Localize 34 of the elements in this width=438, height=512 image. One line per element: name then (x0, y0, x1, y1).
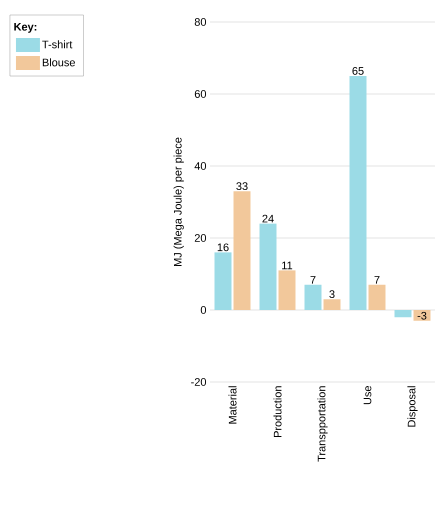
legend-label: T-shirt (42, 40, 72, 48)
data-label: 24 (262, 214, 274, 222)
y-axis-title: MJ (Mega Joule) per piece (174, 138, 184, 266)
bar (304, 284, 322, 310)
bar (233, 191, 250, 310)
y-tick-label: 80 (194, 18, 206, 26)
bar (214, 252, 232, 310)
y-tick-label: 40 (194, 162, 206, 170)
bar (394, 310, 412, 318)
y-tick-label: 20 (194, 234, 206, 242)
bar (350, 76, 366, 310)
legend-title: Key: (14, 23, 36, 33)
data-label: 16 (218, 243, 229, 252)
data-label: 7 (374, 276, 380, 284)
legend-label: Blouse (42, 58, 75, 66)
x-tick-label: Material (228, 386, 237, 424)
y-tick-label: 0 (200, 306, 206, 314)
x-tick-label: Production (273, 386, 282, 438)
x-tick-label: Disposal (407, 386, 418, 427)
bar (323, 299, 340, 310)
bar (368, 284, 386, 310)
data-label: -3 (418, 312, 426, 320)
data-label: 65 (352, 67, 364, 75)
x-tick-label: Transpportation (317, 386, 328, 462)
data-label: 3 (329, 290, 335, 298)
x-tick-label: Use (364, 386, 372, 404)
bar (278, 270, 296, 310)
data-label: 11 (282, 262, 292, 270)
bar (413, 310, 430, 321)
bar (260, 224, 277, 310)
data-label: 33 (236, 182, 248, 190)
y-tick-label: 60 (194, 90, 206, 98)
data-label: 7 (310, 276, 316, 284)
y-tick-label: -20 (191, 378, 206, 386)
